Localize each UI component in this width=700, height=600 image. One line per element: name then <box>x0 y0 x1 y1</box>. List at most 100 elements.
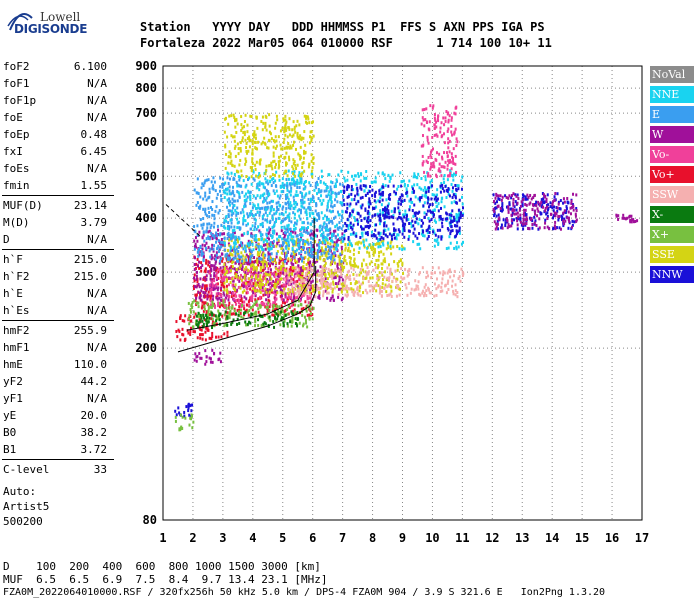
echo-point <box>290 178 293 182</box>
echo-point <box>268 299 271 303</box>
echo-point <box>221 259 224 263</box>
echo-point <box>230 234 233 238</box>
echo-point <box>374 180 377 184</box>
echo-point <box>325 227 328 231</box>
echo-point <box>450 201 453 205</box>
echo-point <box>278 275 281 279</box>
echo-point <box>304 143 307 147</box>
echo-point <box>324 289 327 293</box>
y-tick-label: 200 <box>135 341 157 355</box>
echo-point <box>264 243 267 247</box>
echo-point <box>299 276 302 280</box>
echo-point <box>569 206 572 210</box>
echo-point <box>282 265 285 269</box>
echo-point <box>228 189 231 193</box>
echo-point <box>352 208 355 212</box>
echo-point <box>283 137 286 141</box>
echo-point <box>497 213 500 217</box>
echo-point <box>221 257 224 261</box>
echo-point <box>544 218 547 222</box>
echo-point <box>207 305 210 309</box>
param-value: N/A <box>87 392 107 405</box>
echo-point <box>270 161 273 165</box>
echo-point <box>266 179 269 183</box>
echo-cluster-nnw <box>342 183 465 241</box>
echo-point <box>293 160 296 164</box>
echo-point <box>350 198 353 202</box>
echo-point <box>386 266 389 270</box>
echo-point <box>288 133 291 137</box>
echo-point <box>303 149 306 153</box>
echo-point <box>329 194 332 198</box>
echo-point <box>227 155 230 159</box>
echo-point <box>275 278 278 282</box>
echo-point <box>330 192 333 196</box>
echo-point <box>204 210 207 214</box>
echo-point <box>304 255 307 259</box>
echo-point <box>240 267 243 271</box>
echo-point <box>193 267 196 271</box>
echo-point <box>326 233 329 237</box>
echo-point <box>208 210 211 214</box>
echo-point <box>400 202 403 206</box>
echo-point <box>365 263 368 267</box>
echo-point <box>203 181 206 185</box>
echo-point <box>530 197 533 201</box>
echo-point <box>292 162 295 166</box>
echo-point <box>284 257 287 261</box>
echo-point <box>193 315 196 319</box>
echo-point <box>331 209 334 213</box>
echo-point <box>259 223 262 227</box>
echo-point <box>193 263 196 267</box>
echo-point <box>286 181 289 185</box>
echo-point <box>311 289 314 293</box>
echo-point <box>290 283 293 287</box>
echo-point <box>255 313 258 317</box>
echo-point <box>361 281 364 285</box>
separator <box>2 195 114 196</box>
echo-point <box>235 275 238 279</box>
echo-point <box>263 186 266 190</box>
echo-point <box>291 312 294 316</box>
echo-point <box>248 282 251 286</box>
echo-point <box>454 235 457 239</box>
echo-point <box>285 274 288 278</box>
echo-point <box>199 327 202 331</box>
echo-point <box>428 219 431 223</box>
echo-point <box>237 147 240 151</box>
echo-point <box>498 198 501 202</box>
echo-point <box>220 245 223 249</box>
echo-point <box>284 216 287 220</box>
echo-point <box>514 200 517 204</box>
echo-point <box>558 207 561 211</box>
echo-point <box>395 284 398 288</box>
echo-point <box>396 245 399 249</box>
echo-point <box>330 255 333 259</box>
echo-point <box>212 187 215 191</box>
echo-point <box>265 115 268 119</box>
echo-point <box>276 194 279 198</box>
echo-point <box>316 251 319 255</box>
echo-point <box>338 225 341 229</box>
echo-point <box>230 114 233 118</box>
echo-point <box>383 173 386 177</box>
echo-point <box>430 291 433 295</box>
echo-point <box>282 205 285 209</box>
echo-point <box>276 250 279 254</box>
echo-point <box>242 269 245 273</box>
echo-point <box>305 263 308 267</box>
echo-point <box>455 201 458 205</box>
param-row: B1 3.72 <box>0 441 115 458</box>
echo-point <box>201 283 204 287</box>
echo-point <box>304 210 307 214</box>
echo-point <box>383 209 386 213</box>
echo-point <box>323 214 326 218</box>
echo-point <box>297 291 300 295</box>
echo-point <box>201 304 204 308</box>
echo-point <box>342 265 345 269</box>
echo-point <box>257 271 260 275</box>
param-row: h`F2 215.0 <box>0 268 115 285</box>
echo-point <box>268 139 271 143</box>
echo-point <box>514 193 517 197</box>
echo-point <box>350 192 353 196</box>
